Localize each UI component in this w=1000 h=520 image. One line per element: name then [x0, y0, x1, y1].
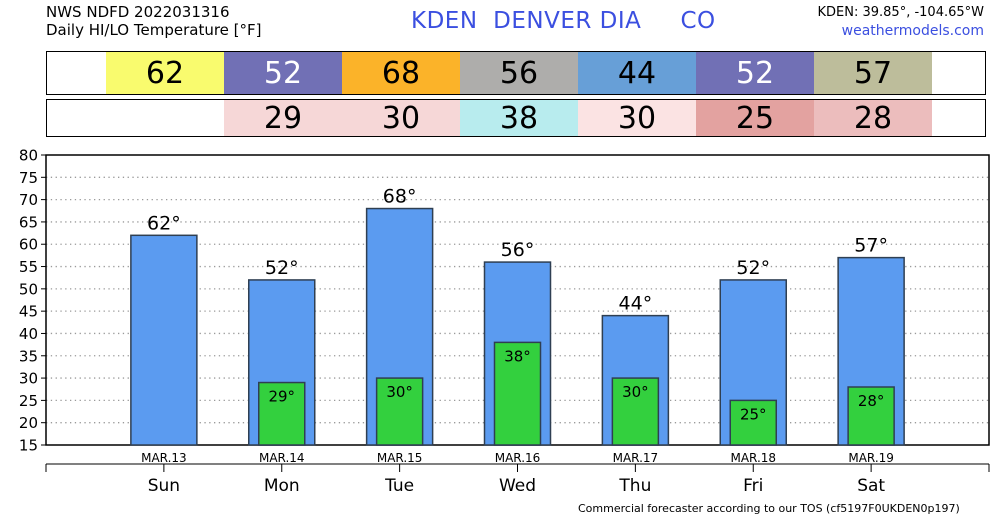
day-label: Thu — [618, 476, 651, 496]
y-tick-label: 45 — [19, 303, 38, 321]
lo-strip-cell-2: 30 — [342, 100, 460, 136]
hi-temperature-strip: 62 52 68 56 44 52 57 — [46, 51, 986, 95]
date-label: MAR.13 — [141, 451, 187, 465]
hi-strip-cell-2: 68 — [342, 52, 460, 94]
lo-bar-label: 25° — [740, 405, 767, 423]
station-name: KDEN DENVER DIA CO — [411, 8, 716, 34]
hi-strip-cell-5: 52 — [696, 52, 814, 94]
date-label: MAR.19 — [848, 451, 894, 465]
hi-strip-cell-1: 52 — [224, 52, 342, 94]
lo-strip-cell-1: 29 — [224, 100, 342, 136]
date-label: MAR.16 — [495, 451, 541, 465]
day-label: Sat — [857, 476, 885, 496]
day-label: Wed — [499, 476, 536, 496]
day-label: Tue — [384, 476, 414, 496]
hi-bar-label: 44° — [619, 293, 653, 315]
day-label: Sun — [148, 476, 180, 496]
station-coordinates: KDEN: 39.85°, -104.65°W — [817, 5, 985, 20]
y-tick-label: 70 — [19, 191, 38, 209]
day-label: Mon — [264, 476, 300, 496]
y-tick-label: 15 — [19, 437, 38, 455]
y-tick-label: 80 — [19, 147, 38, 165]
lo-bar — [493, 341, 542, 446]
lo-bar-label: 38° — [504, 347, 531, 365]
lo-bar-label: 30° — [622, 383, 649, 401]
y-tick-label: 65 — [19, 213, 38, 231]
day-label: Fri — [743, 476, 763, 496]
date-label: MAR.17 — [613, 451, 659, 465]
lo-bar — [847, 386, 895, 446]
lo-strip-cell-5: 25 — [696, 100, 814, 136]
hi-bar — [130, 234, 198, 446]
lo-strip-cell-6: 28 — [814, 100, 932, 136]
hi-strip-cell-6: 57 — [814, 52, 932, 94]
y-tick-label: 75 — [19, 169, 38, 187]
date-label: MAR.18 — [730, 451, 776, 465]
y-tick-label: 55 — [19, 258, 38, 276]
hi-strip-cell-0: 62 — [106, 52, 224, 94]
product-subtitle: Daily HI/LO Temperature [°F] — [46, 21, 262, 39]
lo-strip-cell-3: 38 — [460, 100, 578, 136]
lo-bar-label: 29° — [268, 388, 295, 406]
lo-bar — [611, 377, 660, 446]
y-tick-label: 35 — [19, 347, 38, 365]
y-tick-label: 25 — [19, 392, 38, 410]
hi-bar-label: 52° — [265, 257, 299, 279]
lo-bar — [729, 399, 777, 446]
footer-note: Commercial forecaster according to our T… — [578, 502, 960, 515]
lo-strip-cell-0 — [106, 100, 224, 136]
hi-bar-label: 52° — [736, 257, 770, 279]
y-tick-label: 60 — [19, 236, 38, 254]
y-tick-label: 40 — [19, 325, 38, 343]
lo-bar — [258, 381, 306, 446]
y-tick-label: 30 — [19, 370, 38, 388]
lo-bar-label: 28° — [858, 392, 885, 410]
hi-bar-label: 62° — [147, 212, 181, 234]
lo-strip-cell-4: 30 — [578, 100, 696, 136]
date-label: MAR.14 — [259, 451, 305, 465]
hi-bar-label: 68° — [383, 186, 417, 208]
lo-bar-label: 30° — [386, 383, 413, 401]
lo-temperature-strip: 29 30 38 30 25 28 — [46, 99, 986, 137]
site-link[interactable]: weathermodels.com — [841, 23, 984, 39]
y-tick-label: 20 — [19, 414, 38, 432]
hi-bar-label: 56° — [501, 239, 535, 261]
lo-bar — [375, 377, 424, 446]
hi-bar-label: 57° — [854, 235, 888, 257]
product-title: NWS NDFD 2022031316 — [46, 3, 230, 21]
date-label: MAR.15 — [377, 451, 423, 465]
hi-strip-cell-4: 44 — [578, 52, 696, 94]
y-tick-label: 50 — [19, 280, 38, 298]
hi-strip-cell-3: 56 — [460, 52, 578, 94]
